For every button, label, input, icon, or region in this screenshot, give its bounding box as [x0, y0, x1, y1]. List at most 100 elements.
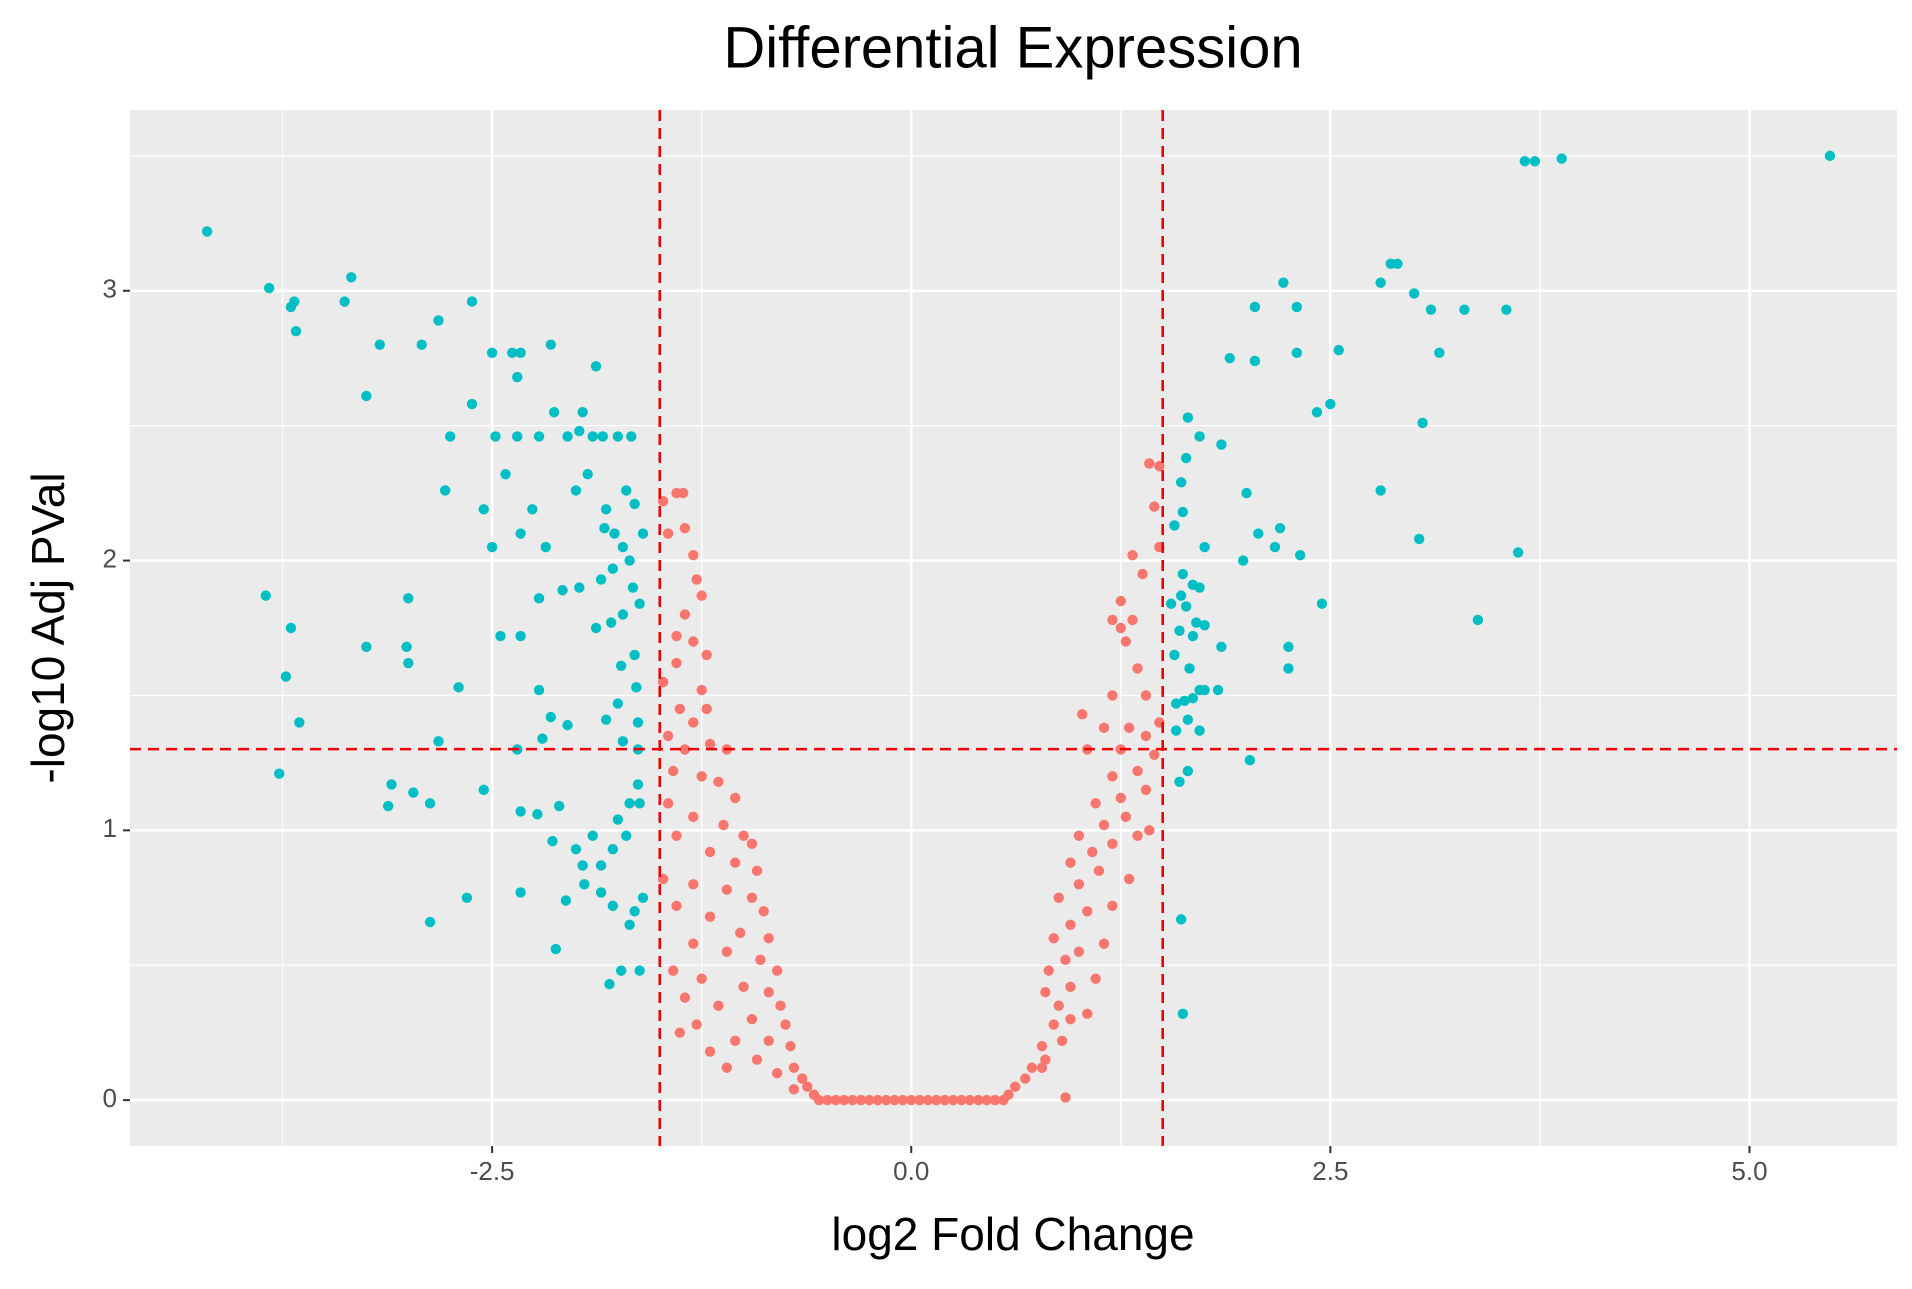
point [1269, 541, 1281, 553]
point [688, 938, 699, 949]
point [600, 714, 612, 725]
point [294, 717, 305, 728]
point [721, 946, 733, 957]
point [1123, 722, 1135, 734]
point [634, 798, 645, 809]
x-tick-label: 5.0 [1731, 1156, 1767, 1186]
point [1425, 304, 1437, 315]
y-axis-title: -log10 Adj PVal [22, 472, 74, 783]
point [478, 784, 489, 796]
point [1325, 398, 1336, 410]
point [553, 800, 565, 812]
plot-panel [130, 110, 1897, 1146]
point [1512, 547, 1524, 558]
point [931, 1094, 942, 1106]
point [1212, 684, 1224, 696]
point [674, 703, 686, 715]
point [1417, 417, 1428, 429]
point [285, 622, 297, 634]
point [688, 879, 699, 890]
point [1180, 452, 1192, 464]
point [657, 676, 669, 688]
point [1182, 714, 1194, 725]
point [688, 549, 699, 561]
point [577, 406, 588, 418]
point [607, 900, 619, 912]
point [1065, 919, 1076, 930]
point [1154, 460, 1165, 472]
point [771, 965, 783, 976]
point [587, 431, 598, 442]
point [797, 1073, 808, 1084]
point [478, 504, 489, 515]
point [1177, 568, 1189, 580]
point [1107, 838, 1118, 850]
point [730, 792, 741, 804]
point [533, 431, 545, 442]
point [1311, 406, 1323, 418]
point [626, 431, 637, 442]
point [560, 895, 572, 906]
y-tick-label: 0 [103, 1083, 117, 1113]
point [1175, 914, 1187, 925]
point [704, 1046, 716, 1057]
point [466, 296, 478, 307]
point [260, 590, 271, 601]
point [788, 1062, 800, 1073]
point [274, 768, 285, 779]
point [445, 431, 456, 442]
point [1216, 439, 1227, 450]
point [1098, 819, 1110, 831]
point [1392, 258, 1403, 269]
point [1107, 690, 1118, 701]
point [775, 1000, 786, 1011]
point [956, 1094, 967, 1106]
point [746, 1013, 758, 1025]
point [439, 485, 451, 496]
point [780, 1019, 791, 1030]
point [1127, 614, 1138, 626]
point [550, 943, 562, 955]
point [872, 1094, 883, 1106]
point [570, 485, 582, 496]
point [416, 339, 427, 350]
point [612, 814, 624, 825]
point [1144, 458, 1155, 469]
x-tick-label: -2.5 [470, 1156, 515, 1186]
point [755, 954, 766, 966]
point [1003, 1089, 1014, 1100]
point [537, 733, 548, 744]
x-axis-title: log2 Fold Change [831, 1208, 1194, 1260]
point [631, 682, 642, 693]
point [758, 906, 769, 917]
point [1184, 663, 1195, 674]
point [1187, 630, 1199, 642]
point [1060, 954, 1071, 966]
point [612, 431, 624, 442]
point [1529, 156, 1541, 167]
point [922, 1094, 934, 1106]
point [1291, 347, 1303, 359]
point [713, 776, 724, 787]
point [679, 744, 691, 755]
point [696, 771, 707, 782]
point [374, 339, 385, 350]
point [1333, 344, 1344, 356]
point [1115, 792, 1126, 804]
point [570, 844, 582, 855]
point [1123, 873, 1135, 885]
point [574, 582, 585, 593]
point [746, 892, 758, 903]
point [590, 361, 602, 372]
x-tick-label: 0.0 [893, 1156, 929, 1186]
point [1177, 1008, 1189, 1020]
point [973, 1094, 984, 1106]
point [735, 927, 746, 939]
point [1177, 506, 1189, 518]
point [1175, 477, 1187, 488]
point [1274, 522, 1286, 534]
point [822, 1094, 833, 1106]
point [696, 590, 707, 601]
point [579, 879, 590, 890]
